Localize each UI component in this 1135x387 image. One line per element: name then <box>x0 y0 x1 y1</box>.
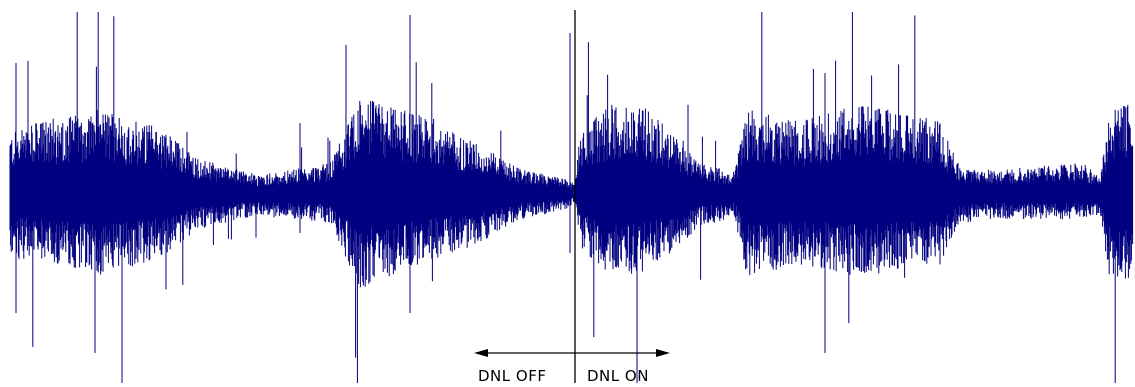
label-dnl-on: DNL ON <box>587 367 649 385</box>
left-arrow <box>474 349 575 357</box>
right-arrow <box>575 349 670 357</box>
audio-waveform <box>9 12 1134 383</box>
label-dnl-off: DNL OFF <box>478 367 546 385</box>
waveform-path <box>9 12 1134 383</box>
